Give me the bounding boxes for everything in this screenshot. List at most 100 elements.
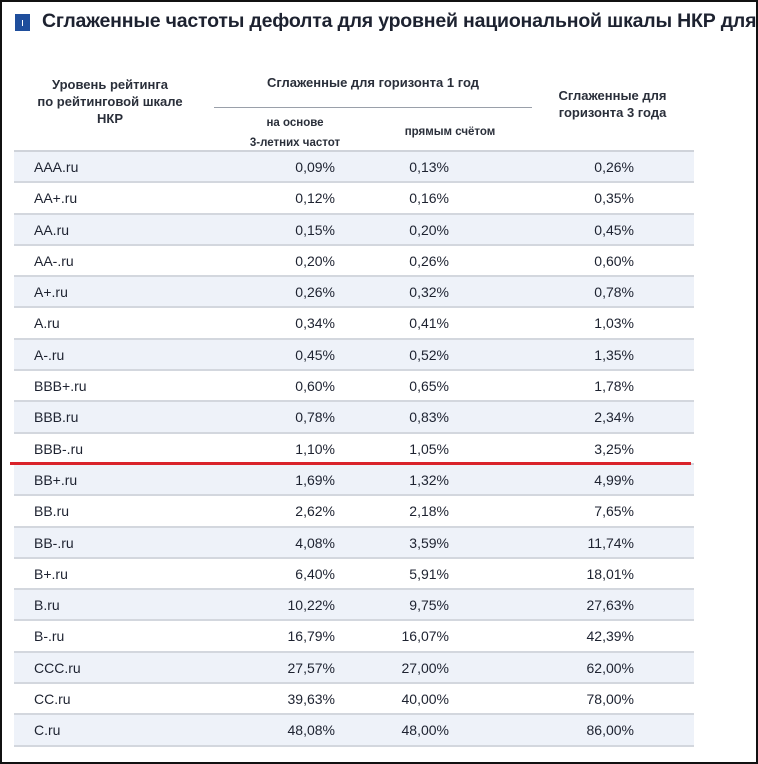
table-row: AAA.ru 0,09% 0,13% 0,26% [14, 152, 694, 184]
cell-rating: B.ru [34, 597, 60, 614]
table-row: A+.ru 0,26% 0,32% 0,78% [14, 277, 694, 309]
cell-pd-1y-3y-freq: 48,08% [287, 722, 335, 739]
header-line: Уровень рейтинга [52, 77, 168, 92]
cell-pd-1y-3y-freq: 0,26% [295, 284, 335, 301]
cell-pd-3y: 0,45% [594, 221, 634, 238]
header-bottom-border [14, 150, 694, 152]
table-row: A-.ru 0,45% 0,52% 1,35% [14, 339, 694, 372]
cell-pd-1y-3y-freq: 0,45% [295, 346, 335, 363]
cell-pd-1y-direct: 5,91% [409, 565, 449, 582]
cell-rating: AA.ru [34, 221, 70, 238]
cell-rating: CC.ru [34, 691, 71, 708]
cell-pd-3y: 1,35% [594, 346, 634, 363]
table-row: CC.ru 39,63% 40,00% 78,00% [14, 684, 694, 716]
cell-pd-1y-direct: 0,32% [409, 284, 449, 301]
highlight-threshold-line [10, 462, 691, 465]
table-body: AAA.ru 0,09% 0,13% 0,26% AA+.ru 0,12% 0,16% 0,3… [14, 152, 694, 747]
cell-pd-1y-3y-freq: 0,09% [295, 159, 335, 175]
cell-rating: AA+.ru [34, 190, 78, 207]
table-row: BBB.ru 0,78% 0,83% 2,34% [14, 402, 694, 434]
cell-rating: BB-.ru [34, 534, 74, 551]
cell-pd-3y: 0,35% [594, 190, 634, 207]
cell-pd-1y-direct: 3,59% [409, 534, 449, 551]
page-title: Сглаженные частоты дефолта для уровней н… [42, 10, 758, 32]
header-3y-frequencies: на основе 3-летних частот [225, 113, 365, 153]
table-row: C.ru 48,08% 48,00% 86,00% [14, 715, 694, 747]
cell-pd-3y: 4,99% [594, 471, 634, 488]
cell-pd-3y: 78,00% [586, 691, 634, 708]
header-line: на основе [266, 117, 324, 129]
table-row: BBB+.ru 0,60% 0,65% 1,78% [14, 371, 694, 403]
cell-rating: BBB.ru [34, 409, 79, 426]
cell-rating: A-.ru [34, 346, 65, 363]
cell-pd-1y-3y-freq: 0,34% [295, 315, 335, 332]
cell-rating: BB+.ru [34, 471, 78, 488]
cell-pd-1y-direct: 0,65% [409, 378, 449, 395]
cell-pd-1y-direct: 0,16% [409, 190, 449, 207]
cell-pd-1y-direct: 40,00% [401, 691, 449, 708]
header-3y-horizon: Сглаженные для горизонта 3 года [540, 87, 685, 121]
cell-pd-1y-direct: 1,05% [409, 440, 449, 457]
cell-pd-1y-direct: 9,75% [409, 597, 449, 614]
table-row: AA+.ru 0,12% 0,16% 0,35% [14, 183, 694, 215]
cell-pd-1y-3y-freq: 27,57% [287, 659, 335, 676]
cell-pd-1y-direct: 0,41% [409, 315, 449, 332]
header-line: горизонта 3 года [558, 105, 667, 120]
cell-pd-3y: 1,78% [594, 378, 634, 395]
cell-pd-1y-direct: 0,52% [409, 346, 449, 363]
cell-pd-3y: 11,74% [587, 534, 634, 551]
cell-rating: AA-.ru [34, 252, 74, 269]
table-row: B.ru 10,22% 9,75% 27,63% [14, 590, 694, 622]
cell-pd-1y-3y-freq: 10,22% [287, 597, 335, 614]
header-divider [214, 107, 532, 108]
header-line: 3-летних частот [249, 137, 341, 149]
table-row: BB-.ru 4,08% 3,59% 11,74% [14, 527, 694, 559]
table-row: CCC.ru 27,57% 27,00% 62,00% [14, 652, 694, 685]
table-row: AA.ru 0,15% 0,20% 0,45% [14, 214, 694, 246]
cell-rating: A+.ru [34, 284, 68, 301]
cell-pd-1y-3y-freq: 0,78% [295, 409, 335, 426]
cell-pd-1y-3y-freq: 39,63% [287, 691, 335, 708]
cell-pd-3y: 0,26% [594, 159, 634, 175]
cell-pd-1y-direct: 2,18% [409, 503, 449, 520]
table-row: BB.ru 2,62% 2,18% 7,65% [14, 496, 694, 528]
cell-pd-1y-direct: 0,20% [409, 221, 449, 238]
cell-pd-3y: 2,34% [594, 409, 634, 426]
cell-pd-3y: 1,03% [594, 315, 634, 332]
cell-pd-3y: 7,65% [594, 503, 634, 520]
cell-pd-1y-direct: 0,83% [409, 409, 449, 426]
cell-pd-3y: 86,00% [586, 722, 634, 739]
cell-pd-3y: 42,39% [586, 628, 634, 645]
cell-rating: BBB+.ru [34, 378, 87, 395]
cell-rating: C.ru [34, 722, 61, 739]
cell-pd-3y: 18,01% [586, 565, 634, 582]
cell-rating: B+.ru [34, 565, 68, 582]
cell-pd-1y-3y-freq: 0,12% [295, 190, 335, 207]
table-row: AA-.ru 0,20% 0,26% 0,60% [14, 246, 694, 278]
table-row: BB+.ru 1,69% 1,32% 4,99% [14, 464, 694, 497]
cell-pd-3y: 0,60% [594, 252, 634, 269]
cell-pd-1y-3y-freq: 0,20% [295, 252, 335, 269]
cell-pd-1y-3y-freq: 0,60% [295, 378, 335, 395]
cell-pd-1y-3y-freq: 6,40% [295, 565, 335, 582]
cell-pd-1y-3y-freq: 4,08% [295, 534, 335, 551]
cell-pd-1y-direct: 48,00% [401, 722, 449, 739]
section-marker-icon [15, 14, 30, 31]
cell-rating: CCC.ru [34, 659, 81, 676]
cell-pd-1y-3y-freq: 1,10% [295, 440, 335, 457]
cell-rating: BB.ru [34, 503, 70, 520]
cell-pd-3y: 62,00% [586, 659, 634, 676]
cell-pd-3y: 0,78% [594, 284, 634, 301]
cell-pd-1y-3y-freq: 0,15% [295, 221, 335, 238]
table-row: B-.ru 16,79% 16,07% 42,39% [14, 621, 694, 653]
cell-pd-3y: 27,63% [586, 597, 634, 614]
cell-rating: B-.ru [34, 628, 65, 645]
header-rating-level: Уровень рейтинга по рейтинговой шкале НК… [20, 76, 200, 127]
header-direct-count: прямым счётом [404, 126, 496, 138]
cell-pd-1y-3y-freq: 1,69% [295, 471, 335, 488]
header-line: НКР [97, 111, 123, 126]
cell-pd-1y-3y-freq: 2,62% [295, 503, 335, 520]
cell-pd-1y-direct: 0,26% [409, 252, 449, 269]
cell-pd-1y-direct: 1,32% [409, 471, 449, 488]
